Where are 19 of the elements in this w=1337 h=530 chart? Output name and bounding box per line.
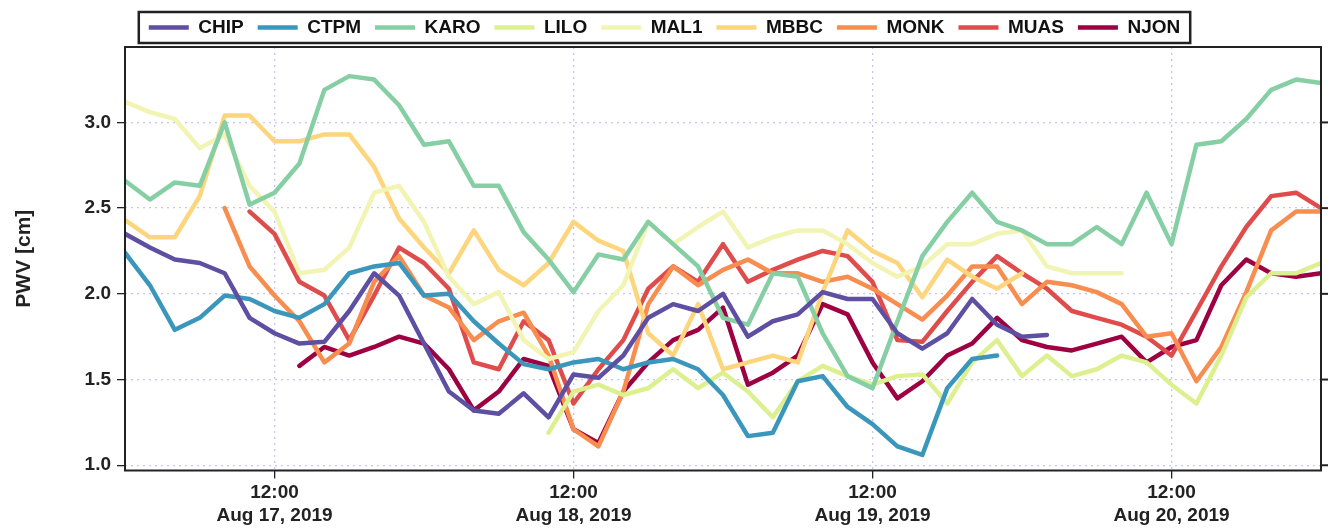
- y-tick-label: 1.0: [84, 453, 111, 475]
- y-tick-label: 3.0: [84, 110, 111, 132]
- x-tick-label: 12:00 Aug 20, 2019: [1113, 481, 1230, 525]
- legend-label: KARO: [424, 15, 481, 37]
- y-tick-label: 1.5: [84, 367, 112, 389]
- legend-label: CTPM: [307, 15, 362, 37]
- legend-label: MUAS: [1007, 15, 1064, 37]
- legend-label: CHIP: [198, 15, 245, 37]
- x-tick-label: 12:00 Aug 17, 2019: [216, 481, 333, 525]
- x-tick-label: 12:00 Aug 18, 2019: [515, 481, 632, 525]
- legend-label: LILO: [543, 15, 588, 37]
- legend-label: MONK: [886, 15, 945, 37]
- y-tick-label: 2.5: [84, 196, 112, 218]
- legend-label: MAL1: [650, 15, 703, 37]
- y-tick-label: 2.0: [84, 282, 111, 304]
- legend-label: MBBC: [765, 15, 824, 37]
- y-axis-title: PWV [cm]: [11, 209, 35, 308]
- legend-label: NJON: [1127, 15, 1181, 37]
- x-tick-label: 12:00 Aug 19, 2019: [814, 481, 931, 525]
